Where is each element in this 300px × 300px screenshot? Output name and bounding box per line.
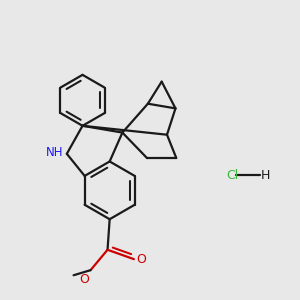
Text: O: O xyxy=(79,273,89,286)
Text: Cl: Cl xyxy=(226,169,239,182)
Text: O: O xyxy=(136,254,146,266)
Text: NH: NH xyxy=(46,146,63,160)
Text: H: H xyxy=(260,169,270,182)
